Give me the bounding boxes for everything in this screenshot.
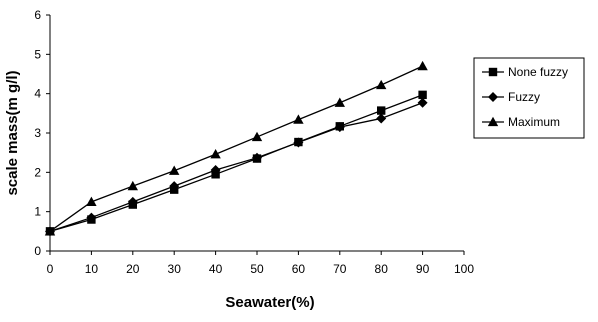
- y-tick-label: 3: [34, 126, 41, 140]
- x-tick-label: 80: [375, 262, 389, 276]
- axes: 0 1 2 3 4 5 6 0 10 20 30 40 50 60 70 80 90 100: [34, 8, 474, 276]
- y-tick-label: 6: [34, 8, 41, 22]
- legend-marker-fuzzy: [488, 92, 498, 102]
- data-point-maximum: [251, 131, 263, 142]
- x-ticks: 0 10 20 30 40 50 60 70 80 90 100: [47, 251, 474, 276]
- data-point-fuzzy: [210, 164, 221, 175]
- data-point-none-fuzzy: [377, 106, 386, 115]
- y-tick-label: 2: [34, 165, 41, 179]
- x-tick-label: 50: [250, 262, 264, 276]
- data-point-maximum: [127, 180, 138, 191]
- series-line-none-fuzzy: [49, 94, 423, 232]
- series-maximum: [44, 60, 428, 236]
- series-line-fuzzy: [49, 102, 423, 232]
- legend-label-maximum: Maximum: [508, 115, 560, 129]
- data-point-fuzzy: [417, 97, 428, 108]
- legend-marker-none-fuzzy: [488, 67, 498, 77]
- x-tick-label: 40: [209, 262, 223, 276]
- x-tick-label: 30: [168, 262, 182, 276]
- data-point-fuzzy: [334, 122, 345, 133]
- legend-label-none-fuzzy: None fuzzy: [508, 65, 568, 79]
- legend-marker-maximum: [487, 116, 499, 127]
- y-tick-label: 1: [34, 205, 41, 219]
- data-point-fuzzy: [293, 137, 304, 148]
- data-point-maximum: [417, 60, 428, 71]
- data-point-maximum: [169, 165, 180, 175]
- x-axis-title: Seawater(%): [225, 294, 314, 311]
- series-fuzzy: [45, 97, 428, 237]
- data-point-fuzzy: [252, 152, 262, 163]
- data-point-maximum: [293, 114, 304, 124]
- y-tick-label: 5: [34, 47, 41, 61]
- data-point-fuzzy: [169, 181, 180, 192]
- y-ticks: 0 1 2 3 4 5 6: [34, 8, 50, 258]
- data-point-maximum: [86, 196, 97, 206]
- legend-label-fuzzy: Fuzzy: [508, 90, 540, 104]
- x-tick-label: 20: [126, 262, 140, 276]
- data-point-fuzzy: [376, 113, 387, 124]
- x-tick-label: 60: [292, 262, 306, 276]
- x-tick-label: 10: [85, 262, 99, 276]
- data-point-maximum: [210, 149, 221, 159]
- data-point-none-fuzzy: [418, 90, 427, 100]
- data-point-fuzzy: [86, 212, 97, 223]
- legend: None fuzzy Fuzzy Maximum: [473, 57, 585, 139]
- data-point-fuzzy: [127, 196, 138, 207]
- data-point-maximum: [44, 226, 56, 236]
- data-point-maximum: [376, 79, 387, 90]
- x-tick-label: 70: [333, 262, 347, 276]
- x-tick-label: 90: [416, 262, 430, 276]
- data-point-maximum: [334, 97, 345, 107]
- x-tick-label: 100: [454, 262, 474, 276]
- series-layer: [44, 60, 428, 237]
- x-tick-label: 0: [47, 262, 54, 276]
- y-tick-label: 4: [34, 87, 41, 101]
- series-line-maximum: [49, 65, 423, 232]
- y-axis-title: scale mass(m g/l): [4, 70, 21, 195]
- y-tick-label: 0: [34, 244, 41, 258]
